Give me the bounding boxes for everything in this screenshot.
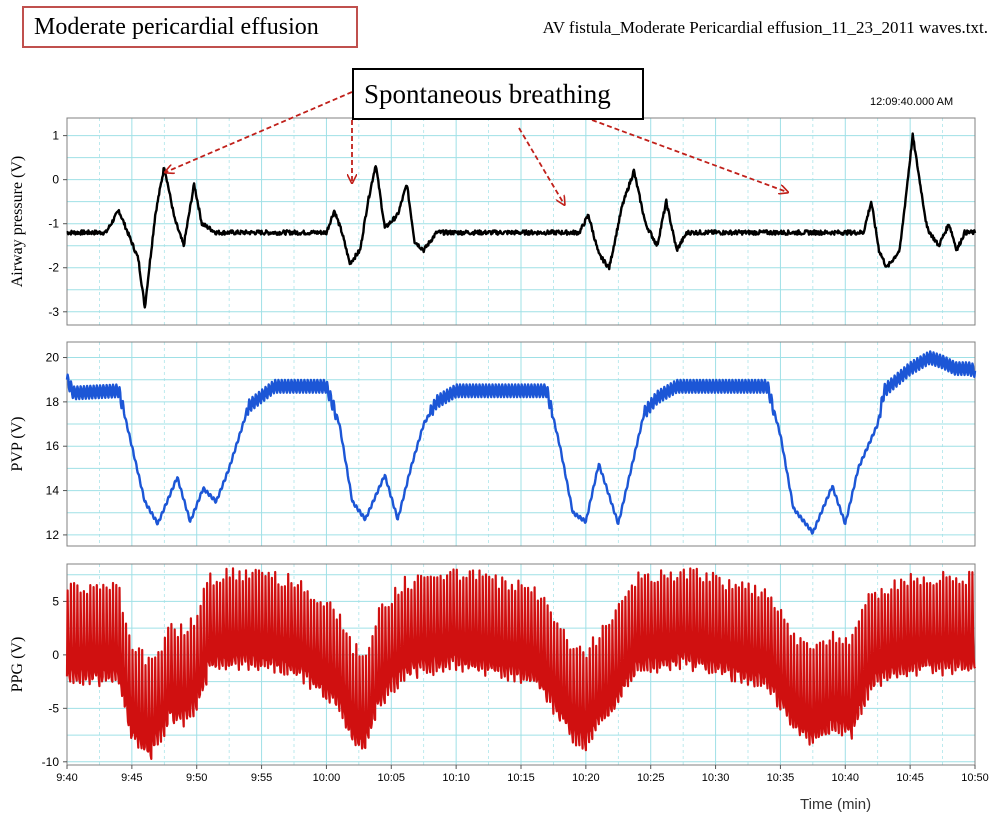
y-tick-label: 0	[52, 173, 59, 187]
airway-grid	[66, 118, 976, 325]
pvp-trace	[65, 350, 977, 535]
x-tick-label: 10:40	[832, 772, 860, 784]
y-tick-label: -2	[48, 261, 59, 275]
y-tick-label: 0	[52, 648, 59, 662]
y-tick-label: 20	[46, 351, 60, 365]
x-tick-label: 9:55	[251, 772, 272, 784]
annotation-arrow	[518, 127, 564, 204]
annotation-arrow	[166, 91, 353, 172]
y-tick-label: 16	[46, 439, 60, 453]
y-tick-label: -5	[48, 701, 59, 715]
y-tick-label: 18	[46, 395, 60, 409]
x-tick-label: 9:40	[56, 772, 77, 784]
x-tick-label: 9:50	[186, 772, 207, 784]
ppg-trace	[65, 567, 977, 760]
y-tick-label: -10	[42, 755, 60, 769]
airway-y-axis-label: Airway pressure (V)	[9, 156, 26, 288]
x-tick-label: 10:50	[961, 772, 989, 784]
cursor-timestamp: 12:09:40.000 AM	[870, 96, 954, 108]
y-tick-label: 1	[52, 129, 59, 143]
chart-title-box: Moderate pericardial effusion	[22, 6, 358, 48]
x-tick-label: 9:45	[121, 772, 142, 784]
ppg-panel: 5 0 -5 -10 PPG (V)	[9, 563, 977, 769]
annotation-arrows	[166, 91, 787, 204]
x-tick-label: 10:35	[767, 772, 795, 784]
x-tick-label: 10:00	[313, 772, 341, 784]
y-tick-label: 5	[52, 594, 59, 608]
x-tick-label: 10:10	[442, 772, 470, 784]
x-tick-label: 10:15	[507, 772, 535, 784]
time-axis: 9:40 9:45 9:50 9:55 10:00 10:05 10:10 10:15 10:2…	[56, 765, 989, 784]
x-tick-label: 10:25	[637, 772, 665, 784]
y-tick-label: -3	[48, 305, 59, 319]
x-tick-label: 10:20	[572, 772, 600, 784]
ppg-y-axis-label: PPG (V)	[9, 637, 26, 693]
annotation-callout: Spontaneous breathing	[352, 68, 644, 120]
x-tick-label: 10:30	[702, 772, 730, 784]
y-tick-label: -1	[48, 217, 59, 231]
pvp-grid	[66, 342, 976, 546]
x-tick-label: 10:45	[896, 772, 924, 784]
annotation-arrow	[591, 119, 787, 192]
airway-pressure-panel: 1 0 -1 -2 -3 Airway pressure (V)	[9, 117, 977, 326]
x-axis-title: Time (min)	[800, 796, 872, 813]
y-tick-label: 14	[46, 484, 60, 498]
pvp-plot-frame	[66, 341, 976, 547]
file-name-label: AV fistula_Moderate Pericardial effusion…	[542, 18, 988, 37]
pvp-panel: 20 18 16 14 12 PVP (V)	[9, 341, 977, 547]
pvp-y-axis-label: PVP (V)	[9, 417, 26, 472]
y-tick-label: 12	[46, 528, 60, 542]
airway-trace	[66, 132, 977, 309]
x-tick-label: 10:05	[378, 772, 406, 784]
